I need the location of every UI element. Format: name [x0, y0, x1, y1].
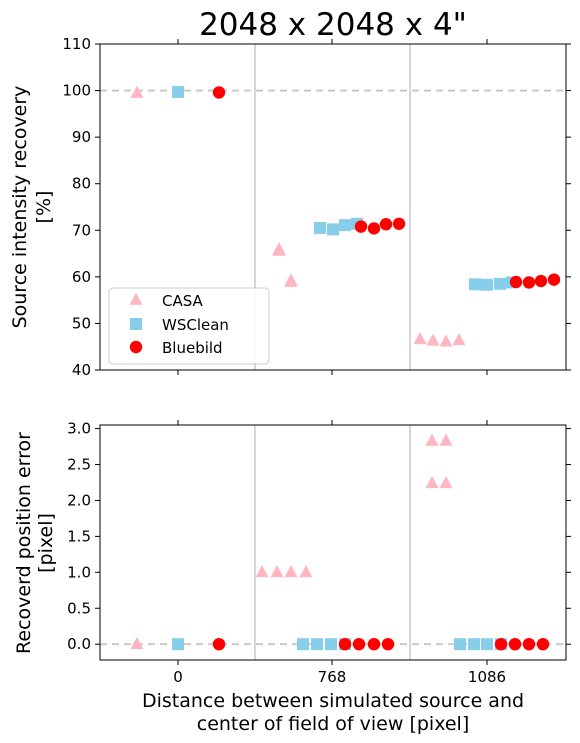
bottom-wsclean-point-g1-0: [297, 638, 309, 651]
legend-bluebild-circle: [129, 340, 143, 354]
bottom-bluebild-point-g2-1: [508, 637, 522, 651]
bottom-ytick-label-0: 0.0: [67, 635, 91, 653]
top-wsclean-point-g1-1: [327, 223, 339, 236]
bottom-wsclean-point-g1-1: [311, 638, 323, 651]
bottom-ytick-label-5: 2.5: [67, 456, 91, 474]
bottom-bluebild-point-g1-0: [338, 637, 352, 651]
bottom-casa-point-g2-1: [439, 433, 453, 446]
bottom-casa-point-g1-3: [299, 565, 313, 578]
top-bluebild-point-g2-1: [522, 276, 536, 289]
bottom-bluebild-point-g2-3: [536, 637, 550, 651]
chart-title: 2048 x 2048 x 4": [199, 7, 467, 43]
legend-marker-wsclean: [130, 318, 142, 330]
top-wsclean-point-g0-0: [172, 85, 184, 98]
bottom-bluebild-point-g1-1: [352, 637, 366, 651]
bottom-wsclean-point-g2-1: [468, 638, 480, 651]
bottom-wsclean-point-g1-2: [325, 638, 337, 651]
legend-marker-bluebild: [129, 340, 143, 354]
xtick-label-0: 0: [173, 668, 183, 686]
top-casa-point-g1-3: [284, 274, 298, 287]
top-ytick-label-6: 100: [62, 82, 91, 100]
top-ytick-label-3: 70: [72, 221, 91, 239]
top-ytick-label-0: 40: [72, 361, 91, 379]
top-bluebild-point-g2-0: [509, 275, 523, 289]
bottom-bluebild-point-g0-0: [212, 637, 226, 651]
bottom-ytick-label-3: 1.5: [67, 527, 91, 545]
bottom-ytick-label-1: 0.5: [67, 599, 91, 617]
position-error-panel: 0.0 0.5 1.0 1.5 2.0 2.5 3.0 0 768 1086: [67, 420, 571, 686]
bottom-bluebild-point-g1-3: [381, 637, 395, 651]
top-wsclean-point-g2-1: [481, 278, 493, 291]
bottom-bluebild-point-g2-2: [522, 637, 536, 651]
xlabel-line-2: center of field of view [pixel]: [197, 713, 470, 735]
bottom-casa-point-g1-2: [284, 565, 298, 578]
top-wsclean-point-g1-0: [314, 221, 326, 234]
bottom-wsclean-point-g2-0: [454, 638, 466, 651]
legend-marker-casa: [129, 292, 143, 305]
xtick-label-1: 768: [318, 668, 347, 686]
legend-frame: [108, 287, 270, 365]
legend-casa-triangle: [129, 292, 143, 305]
top-ytick-label-4: 80: [72, 175, 91, 193]
bottom-casa-point-g2-2: [425, 475, 439, 489]
top-casa-point-g2-2: [439, 334, 453, 347]
top-wsclean-point-g2-2: [494, 277, 506, 290]
legend-label-bluebild: Bluebild: [162, 339, 223, 357]
bottom-casa-point-g1-0: [255, 565, 269, 578]
bottom-ytick-label-2: 1.0: [67, 563, 91, 581]
bottom-bluebild-point-g1-2: [367, 637, 381, 651]
bottom-wsclean-point-g2-2: [481, 638, 493, 651]
legend-wsclean-square: [130, 318, 142, 330]
legend-label-wsclean: WSClean: [162, 316, 229, 334]
top-axes-frame: [99, 43, 567, 371]
bottom-bluebild-point-g2-0: [494, 637, 508, 651]
bottom-casa-point-g2-0: [425, 433, 439, 446]
top-wsclean-point-g2-0: [469, 278, 481, 291]
top-bluebild-point-g0-0: [212, 86, 226, 99]
top-ytick-label-2: 60: [72, 268, 91, 286]
top-casa-point-g2-3: [452, 332, 466, 346]
top-bluebild-point-g1-1: [367, 222, 381, 235]
top-ylabel-line-2: [%]: [33, 191, 55, 224]
bottom-casa-point-g0-0: [130, 636, 144, 650]
bottom-ylabel-line-2: [pixel]: [35, 513, 57, 573]
top-ytick-label-7: 110: [62, 35, 91, 53]
bottom-axes-frame: [99, 424, 567, 661]
top-casa-point-g2-1: [426, 333, 440, 346]
top-ytick-label-5: 90: [72, 128, 91, 146]
bottom-ytick-label-4: 2.0: [67, 491, 91, 509]
top-casa-point-g2-0: [413, 332, 427, 345]
bottom-casa-point-g1-1: [270, 565, 284, 578]
intensity-recovery-panel: 40 50 60 70 80 90 100 110: [62, 35, 571, 379]
legend: CASA WSClean Bluebild: [108, 287, 270, 365]
top-ytick-label-1: 50: [72, 314, 91, 332]
top-wsclean-point-g1-2: [339, 219, 351, 232]
top-bluebild-point-g1-2: [379, 218, 393, 231]
xtick-label-2: 1086: [468, 668, 506, 686]
top-bluebild-point-g2-2: [534, 274, 548, 288]
bottom-ylabel-line-1: Recoverd position error: [13, 432, 35, 654]
bottom-wsclean-point-g0-0: [172, 638, 184, 651]
top-bluebild-point-g1-0: [354, 220, 368, 233]
top-ylabel-line-1: Source intensity recovery: [9, 86, 31, 329]
top-bluebild-point-g1-3: [392, 217, 406, 230]
bottom-ytick-label-6: 3.0: [67, 420, 91, 438]
top-casa-point-g0-0: [130, 85, 144, 98]
legend-label-casa: CASA: [162, 292, 204, 310]
top-casa-point-g1-1: [272, 243, 286, 256]
top-bluebild-point-g2-3: [547, 273, 561, 286]
xlabel-line-1: Distance between simulated source and: [142, 690, 524, 712]
bottom-casa-point-g2-3: [439, 475, 453, 489]
